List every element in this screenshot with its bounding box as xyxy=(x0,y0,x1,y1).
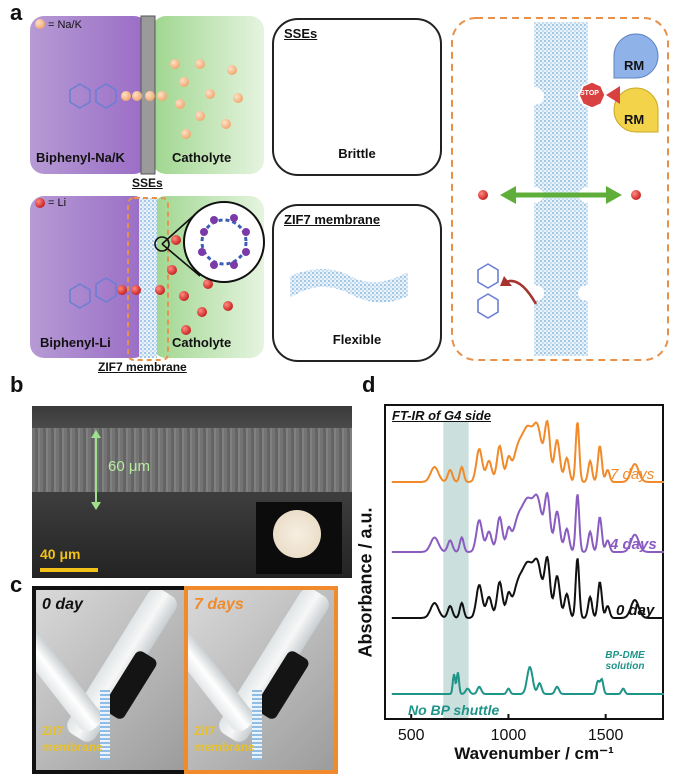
li-ions xyxy=(35,198,233,335)
anode-region-bottom xyxy=(30,196,148,358)
series-label-0-day: 0 day xyxy=(616,602,655,619)
spectrum-line-3 xyxy=(391,555,664,619)
sem-image: 60 μm 40 μm xyxy=(32,406,352,578)
sses-box-title: SSEs xyxy=(284,26,318,41)
x-tick-label-3: 1500 xyxy=(588,727,624,744)
chart-title: FT-IR of G4 side xyxy=(392,408,491,423)
rm-top-label: RM xyxy=(624,58,645,73)
ion-transport-arrow xyxy=(500,186,622,204)
panel-label-a: a xyxy=(10,0,23,25)
photo-7-days: 7 days Zif7 membrane xyxy=(184,586,338,774)
label-sses-separator: SSEs xyxy=(132,176,163,190)
sses-box-caption: Brittle xyxy=(338,146,376,161)
scale-bar-label: 40 μm xyxy=(40,546,81,562)
x-tick-label-1: 500 xyxy=(398,727,425,744)
panel-label-c: c xyxy=(10,572,23,597)
zif7-pore-zoom xyxy=(183,201,265,283)
biphenyl-molecule-bottom xyxy=(69,277,117,309)
legend-li: = Li xyxy=(48,197,67,209)
time-label-0-day: 0 day xyxy=(42,596,83,613)
zif7-box-caption: Flexible xyxy=(332,332,382,347)
rm-bottom-shape xyxy=(613,87,659,133)
biphenyl-molecule-top xyxy=(69,83,117,109)
spectrum-line-1 xyxy=(391,419,664,483)
na-k-ions xyxy=(35,19,243,139)
legend-na-k: = Na/K xyxy=(48,19,82,31)
series-label-7-days: 7 days xyxy=(610,466,655,483)
membrane-label-7-days-2: membrane xyxy=(194,740,255,754)
zif7-framework-icon xyxy=(198,214,250,269)
li-ion-left xyxy=(478,190,488,200)
thickness-arrow xyxy=(91,430,101,510)
time-label-7-days: 7 days xyxy=(194,596,244,613)
ftir-chart: 500 1000 1500 Absorbance / a.u. Wavenumber… xyxy=(356,404,672,770)
inset-photo xyxy=(256,502,342,574)
schematic-frame xyxy=(451,17,669,361)
zif7-box-title: ZIF7 membrane xyxy=(284,212,381,227)
spectrum-line-2 xyxy=(391,491,664,553)
rejection-arrow xyxy=(505,279,538,305)
ftir-plot: 500 1000 1500 xyxy=(384,404,664,744)
y-axis-label: Absorbance / a.u. xyxy=(355,507,376,658)
anode-region-top xyxy=(30,16,148,174)
spectrum-line-4 xyxy=(391,666,664,695)
zif7-box: ZIF7 membrane Flexible xyxy=(272,204,442,362)
annotation-no-bp-shuttle: No BP shuttle xyxy=(408,702,500,718)
blocking-arrow-icon xyxy=(606,86,620,104)
thickness-label: 60 μm xyxy=(108,458,150,475)
stop-label: STOP xyxy=(580,90,599,97)
schematic-membrane xyxy=(534,22,588,356)
label-zif7-membrane: ZIF7 membrane xyxy=(98,360,187,374)
label-catholyte-bottom: Catholyte xyxy=(172,335,232,350)
label-biphenyl-na-k: Biphenyl-Na/K xyxy=(36,150,125,165)
membrane-highlight-box xyxy=(127,197,169,361)
membrane-strip-7-days xyxy=(252,690,262,760)
highlight-band xyxy=(443,422,469,720)
membrane-label-7-days-1: Zif7 xyxy=(194,724,216,738)
membrane-strip-0-day xyxy=(100,690,110,760)
rm-bottom-label: RM xyxy=(624,112,645,127)
flexible-membrane-icon xyxy=(290,269,408,303)
series-label-4-days: 4 days xyxy=(610,536,657,553)
panel-label-b: b xyxy=(10,372,24,397)
series-label-bp-dme: BP-DME solution xyxy=(605,650,645,672)
stop-sign-icon xyxy=(578,81,606,109)
y-axis-label-wrap: Absorbance / a.u. xyxy=(356,464,380,704)
rm-top-shape xyxy=(613,33,659,79)
sses-box: SSEs Brittle xyxy=(272,18,442,176)
biphenyl-molecule-schematic xyxy=(477,263,499,319)
plot-frame xyxy=(384,404,664,720)
membrane-label-0-day-1: Zif7 xyxy=(42,724,64,738)
li-ion-right xyxy=(631,190,641,200)
label-biphenyl-li: Biphenyl-Li xyxy=(40,335,111,350)
scale-bar xyxy=(40,568,98,572)
zif7-membrane-strip xyxy=(139,198,157,358)
photo-0-day: 0 day Zif7 membrane xyxy=(32,586,188,774)
x-axis-label: Wavenumber / cm⁻¹ xyxy=(454,744,614,763)
label-catholyte-top: Catholyte xyxy=(172,150,232,165)
membrane-label-0-day-2: membrane xyxy=(42,740,103,754)
panel-label-d: d xyxy=(362,372,376,397)
x-tick-label-2: 1000 xyxy=(491,727,527,744)
